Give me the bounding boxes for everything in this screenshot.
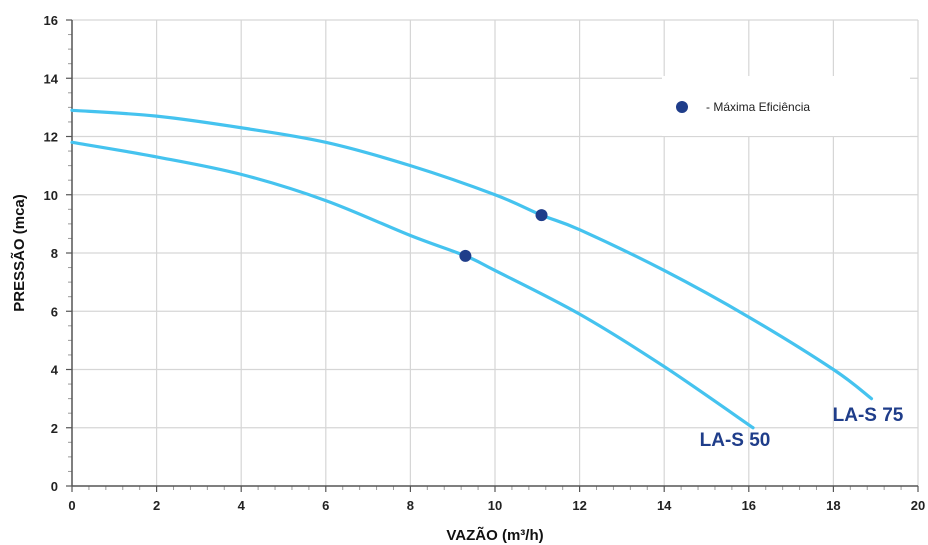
series-line-la-s-50 xyxy=(70,140,755,430)
y-tick-label-4: 4 xyxy=(51,363,59,378)
grid xyxy=(72,19,919,486)
y-tick-label-16: 16 xyxy=(44,13,58,28)
legend: - Máxima Eficiência xyxy=(662,76,910,136)
legend-background xyxy=(662,76,910,136)
max-efficiency-point-la-s-50 xyxy=(459,249,472,262)
x-tick-label-18: 18 xyxy=(826,498,840,513)
y-tick-label-14: 14 xyxy=(44,71,59,86)
y-tick-label-10: 10 xyxy=(44,188,58,203)
max-efficiency-point-la-s-75 xyxy=(535,209,548,222)
series-label-la-s-50: LA-S 50 xyxy=(700,430,771,451)
x-tick-label-6: 6 xyxy=(322,498,329,513)
y-tick-label-2: 2 xyxy=(51,421,58,436)
series: LA-S 50 LA-S 75 xyxy=(70,108,904,451)
x-tick-label-0: 0 xyxy=(68,498,75,513)
minor-ticks xyxy=(68,34,902,490)
x-tick-label-2: 2 xyxy=(153,498,160,513)
x-tick-label-16: 16 xyxy=(742,498,756,513)
legend-entry-max-efficiency: - Máxima Eficiência xyxy=(706,100,810,114)
y-tick-label-0: 0 xyxy=(51,479,58,494)
y-axis-title: PRESSÃO (mca) xyxy=(10,194,28,312)
y-tick-label-8: 8 xyxy=(51,246,58,261)
y-tick-label-12: 12 xyxy=(44,130,58,145)
x-axis-ticks: 0 2 4 6 8 10 12 14 16 18 20 xyxy=(68,486,925,513)
y-tick-label-6: 6 xyxy=(51,304,58,319)
x-tick-label-8: 8 xyxy=(407,498,414,513)
x-tick-label-14: 14 xyxy=(657,498,672,513)
legend-marker-max-efficiency xyxy=(676,101,688,113)
x-axis-title: VAZÃO (m³/h) xyxy=(446,526,543,544)
y-axis-ticks: 0 2 4 6 8 10 12 14 16 xyxy=(44,13,72,494)
x-tick-label-10: 10 xyxy=(488,498,502,513)
x-tick-label-4: 4 xyxy=(238,498,246,513)
x-tick-label-12: 12 xyxy=(572,498,586,513)
series-label-la-s-75: LA-S 75 xyxy=(833,405,904,426)
x-tick-label-20: 20 xyxy=(911,498,925,513)
series-line-la-s-75 xyxy=(70,108,874,401)
